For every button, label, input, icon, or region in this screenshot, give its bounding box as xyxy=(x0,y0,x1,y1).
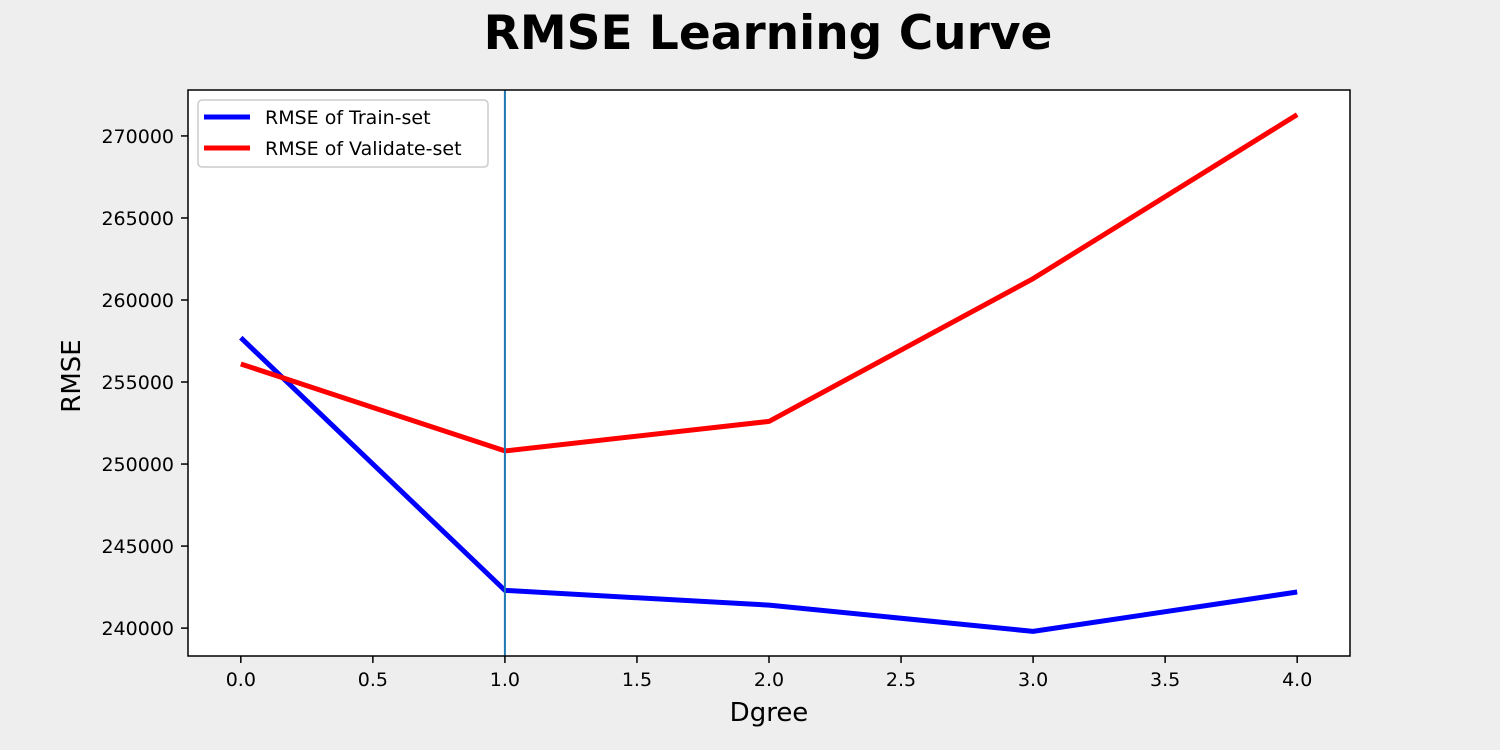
x-tick-label: 1.0 xyxy=(490,669,520,691)
legend-label-validate: RMSE of Validate-set xyxy=(265,138,462,160)
x-tick-label: 0.0 xyxy=(226,669,256,691)
chart-title: RMSE Learning Curve xyxy=(484,6,1053,61)
y-tick-label: 265000 xyxy=(101,208,174,230)
x-tick-label: 1.5 xyxy=(622,669,652,691)
legend: RMSE of Train-set RMSE of Validate-set xyxy=(197,99,489,168)
y-tick-label: 255000 xyxy=(101,372,174,394)
x-tick-label: 0.5 xyxy=(358,669,388,691)
x-tick-label: 2.0 xyxy=(754,669,784,691)
plot-area xyxy=(188,90,1350,656)
y-tick-label: 250000 xyxy=(101,454,174,476)
y-tick-label: 240000 xyxy=(101,618,174,640)
x-tick-label: 3.5 xyxy=(1150,669,1180,691)
legend-box xyxy=(197,99,489,168)
x-axis: 0.0 0.5 1.0 1.5 2.0 2.5 3.0 3.5 4.0 xyxy=(226,656,1312,691)
x-tick-label: 3.0 xyxy=(1018,669,1048,691)
y-tick-label: 270000 xyxy=(101,126,174,148)
x-tick-label: 2.5 xyxy=(886,669,916,691)
series-layer xyxy=(239,112,1299,634)
x-axis-title: Dgree xyxy=(730,698,809,728)
series-line-train xyxy=(239,335,1298,634)
y-axis-title: RMSE xyxy=(57,339,87,412)
y-axis: 240000 245000 250000 255000 260000 265000 2700… xyxy=(101,126,188,640)
legend-label-train: RMSE of Train-set xyxy=(265,107,431,129)
x-tick-label: 4.0 xyxy=(1282,669,1312,691)
series-line-validate xyxy=(240,112,1299,454)
y-tick-label: 245000 xyxy=(101,536,174,558)
plot-frame xyxy=(187,89,1351,657)
y-tick-label: 260000 xyxy=(101,290,174,312)
